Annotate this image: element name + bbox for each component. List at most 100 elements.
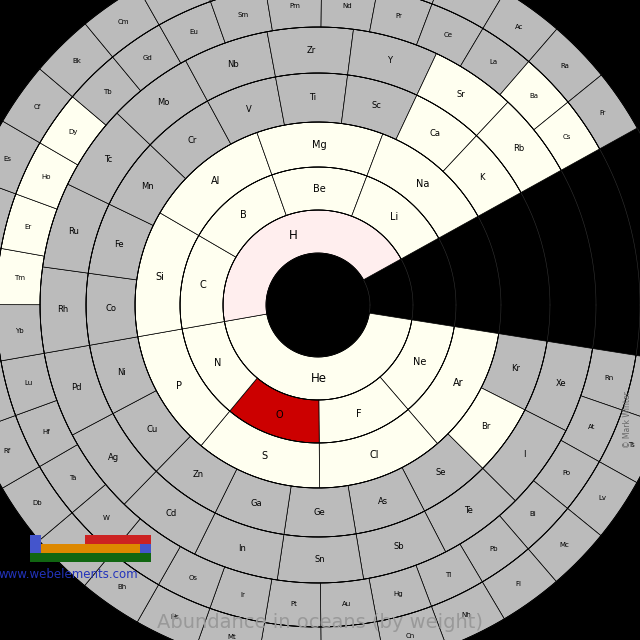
Polygon shape — [182, 321, 257, 411]
Polygon shape — [267, 27, 353, 77]
Polygon shape — [580, 349, 636, 410]
Polygon shape — [321, 621, 385, 640]
Text: Bh: Bh — [118, 584, 127, 590]
Text: La: La — [490, 59, 498, 65]
Polygon shape — [201, 411, 319, 488]
Text: Ar: Ar — [453, 378, 463, 388]
Text: Kr: Kr — [511, 364, 520, 373]
Polygon shape — [599, 410, 640, 483]
Polygon shape — [528, 508, 601, 582]
Polygon shape — [225, 313, 412, 400]
Text: F: F — [356, 409, 362, 419]
Polygon shape — [72, 484, 140, 552]
Polygon shape — [448, 388, 525, 468]
Polygon shape — [109, 145, 186, 225]
Polygon shape — [199, 175, 286, 257]
Text: Tm: Tm — [13, 275, 25, 282]
Text: Mc: Mc — [559, 541, 569, 548]
Polygon shape — [432, 0, 505, 28]
Text: Tc: Tc — [104, 156, 113, 164]
Text: Na: Na — [417, 179, 429, 189]
Text: Rf: Rf — [3, 447, 10, 454]
Text: He: He — [310, 372, 326, 385]
Text: In: In — [238, 544, 246, 553]
Text: I: I — [524, 450, 526, 459]
Text: Ti: Ti — [308, 93, 316, 102]
Text: Nd: Nd — [343, 3, 353, 10]
Text: Yb: Yb — [15, 328, 24, 334]
Polygon shape — [500, 61, 568, 130]
Text: Pd: Pd — [72, 383, 82, 392]
Polygon shape — [321, 579, 377, 627]
Text: Mo: Mo — [157, 98, 170, 107]
Polygon shape — [138, 0, 211, 25]
Polygon shape — [16, 143, 78, 209]
Text: Cu: Cu — [147, 425, 157, 434]
Polygon shape — [211, 0, 273, 43]
Text: Ru: Ru — [68, 227, 79, 236]
Text: Te: Te — [465, 506, 474, 515]
Text: Rb: Rb — [513, 144, 525, 153]
Text: Db: Db — [33, 500, 42, 506]
Text: Ir: Ir — [240, 593, 245, 598]
Polygon shape — [424, 468, 515, 552]
Polygon shape — [534, 440, 599, 508]
Text: Co: Co — [105, 305, 116, 314]
Text: Ge: Ge — [314, 508, 326, 517]
Bar — [30, 544, 41, 553]
Text: K: K — [479, 173, 484, 182]
Polygon shape — [277, 534, 364, 583]
Polygon shape — [356, 511, 445, 579]
Text: Rh: Rh — [58, 305, 68, 314]
Polygon shape — [186, 32, 275, 101]
Text: Fe: Fe — [115, 241, 124, 250]
Polygon shape — [150, 101, 231, 179]
Text: Sg: Sg — [72, 546, 81, 552]
Polygon shape — [319, 410, 438, 488]
Text: Pr: Pr — [396, 13, 403, 19]
Text: S: S — [261, 451, 267, 461]
Text: Y: Y — [387, 56, 392, 65]
Text: Sb: Sb — [393, 543, 404, 552]
Polygon shape — [84, 552, 159, 622]
Polygon shape — [402, 434, 483, 511]
Polygon shape — [196, 0, 265, 1]
Polygon shape — [85, 0, 159, 57]
Text: Cd: Cd — [165, 509, 177, 518]
Text: Er: Er — [25, 223, 32, 230]
Polygon shape — [68, 113, 150, 204]
Polygon shape — [499, 481, 568, 549]
Polygon shape — [230, 378, 319, 443]
Polygon shape — [3, 69, 72, 143]
Polygon shape — [0, 305, 44, 361]
Text: Ca: Ca — [429, 129, 440, 138]
Text: Pm: Pm — [289, 3, 300, 9]
Text: Sr: Sr — [457, 90, 465, 99]
Polygon shape — [43, 184, 109, 273]
Text: Ce: Ce — [444, 32, 453, 38]
Polygon shape — [160, 132, 272, 236]
Text: N: N — [214, 358, 221, 369]
Polygon shape — [3, 467, 72, 541]
Text: Hf: Hf — [42, 429, 50, 435]
Text: Au: Au — [342, 600, 351, 607]
Polygon shape — [561, 396, 622, 461]
Bar — [140, 544, 151, 553]
Polygon shape — [72, 57, 141, 125]
Text: Hg: Hg — [394, 591, 403, 597]
Text: Abundance in oceans (by weight): Abundance in oceans (by weight) — [157, 612, 483, 632]
Polygon shape — [525, 341, 593, 431]
Text: Fl: Fl — [516, 581, 522, 587]
Polygon shape — [0, 179, 16, 248]
Text: H: H — [289, 229, 298, 242]
Text: Mn: Mn — [141, 182, 154, 191]
Text: Ne: Ne — [413, 356, 426, 367]
Polygon shape — [112, 519, 180, 585]
Text: Br: Br — [481, 422, 491, 431]
Text: Nh: Nh — [462, 612, 472, 618]
Polygon shape — [135, 213, 199, 337]
Polygon shape — [39, 513, 112, 586]
Text: P: P — [176, 381, 182, 390]
Text: Tb: Tb — [103, 88, 111, 95]
Text: Gd: Gd — [143, 55, 152, 61]
